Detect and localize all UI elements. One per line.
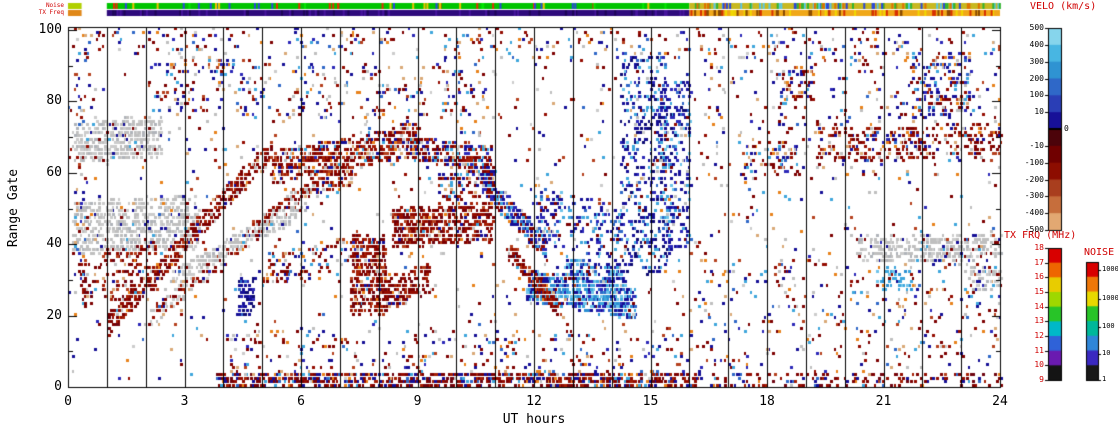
velocity-scale-label: -200 — [1024, 174, 1044, 184]
y-tick-label: 100 — [38, 22, 62, 37]
velocity-scale-label: 10 — [1034, 107, 1044, 117]
y-tick-label: 0 — [54, 379, 62, 394]
tx-frq-scale-label: 14 — [1034, 301, 1044, 311]
tx-frq-colorbar-title: TX FRQ (MHz) — [1004, 230, 1077, 241]
tx-frq-scale-label: 15 — [1034, 287, 1044, 296]
tx-frq-scale-label: 16 — [1034, 272, 1044, 282]
noise-scale-label: 1 — [1102, 375, 1107, 383]
y-tick-label: 60 — [46, 164, 62, 180]
velocity-scale-label: 400 — [1029, 39, 1044, 49]
velocity-scale-label: -10 — [1029, 140, 1044, 150]
noise-strip-label: Noise — [45, 2, 64, 9]
tx-freq-strip-label: TX Freq — [38, 9, 64, 16]
tx-frq-scale-label: 10 — [1034, 360, 1044, 370]
velocity-scale-label: -100 — [1024, 157, 1044, 167]
velocity-scale-label: 100 — [1029, 90, 1044, 100]
y-tick-label: 40 — [46, 236, 62, 252]
noise-scale-label: 1000 — [1102, 293, 1118, 302]
y-tick-label: 20 — [46, 307, 62, 323]
velocity-scale-label: 300 — [1029, 56, 1044, 66]
x-tick-label: 9 — [413, 394, 422, 409]
velocity-zero-label: 0 — [1064, 124, 1069, 133]
tx-frq-scale-label: 12 — [1034, 331, 1044, 340]
velocity-scale-label: 500 — [1029, 23, 1044, 32]
velocity-colorbar-title: VELO (km/s) — [1030, 1, 1097, 12]
velocity-scale-label: 200 — [1029, 73, 1044, 83]
tx-frq-scale-label: 17 — [1034, 257, 1044, 267]
x-tick-label: 24 — [992, 394, 1008, 409]
x-tick-label: 0 — [64, 394, 72, 409]
x-tick-label: 3 — [180, 394, 189, 409]
noise-scale-label: 10 — [1102, 349, 1111, 358]
x-tick-label: 18 — [759, 394, 775, 409]
y-tick-label: 80 — [46, 93, 62, 109]
x-axis-label: UT hours — [502, 412, 566, 427]
tx-frq-scale-label: 18 — [1034, 243, 1044, 252]
x-tick-label: 21 — [875, 394, 892, 409]
tx-frq-scale-label: 13 — [1034, 316, 1044, 326]
noise-scale-label: 100 — [1102, 321, 1115, 330]
velocity-scale-label: -500 — [1024, 225, 1044, 234]
x-tick-label: 12 — [526, 394, 542, 409]
velocity-scale-label: -300 — [1024, 191, 1044, 201]
velocity-scale-label: -400 — [1024, 208, 1044, 218]
noise-colorbar-title: NOISE — [1084, 247, 1115, 258]
tx-frq-scale-label: 9 — [1039, 375, 1044, 384]
x-tick-label: 15 — [642, 394, 659, 409]
noise-scale-label: 10000 — [1102, 265, 1118, 274]
x-tick-label: 6 — [297, 394, 305, 409]
tx-frq-scale-label: 11 — [1034, 345, 1044, 355]
